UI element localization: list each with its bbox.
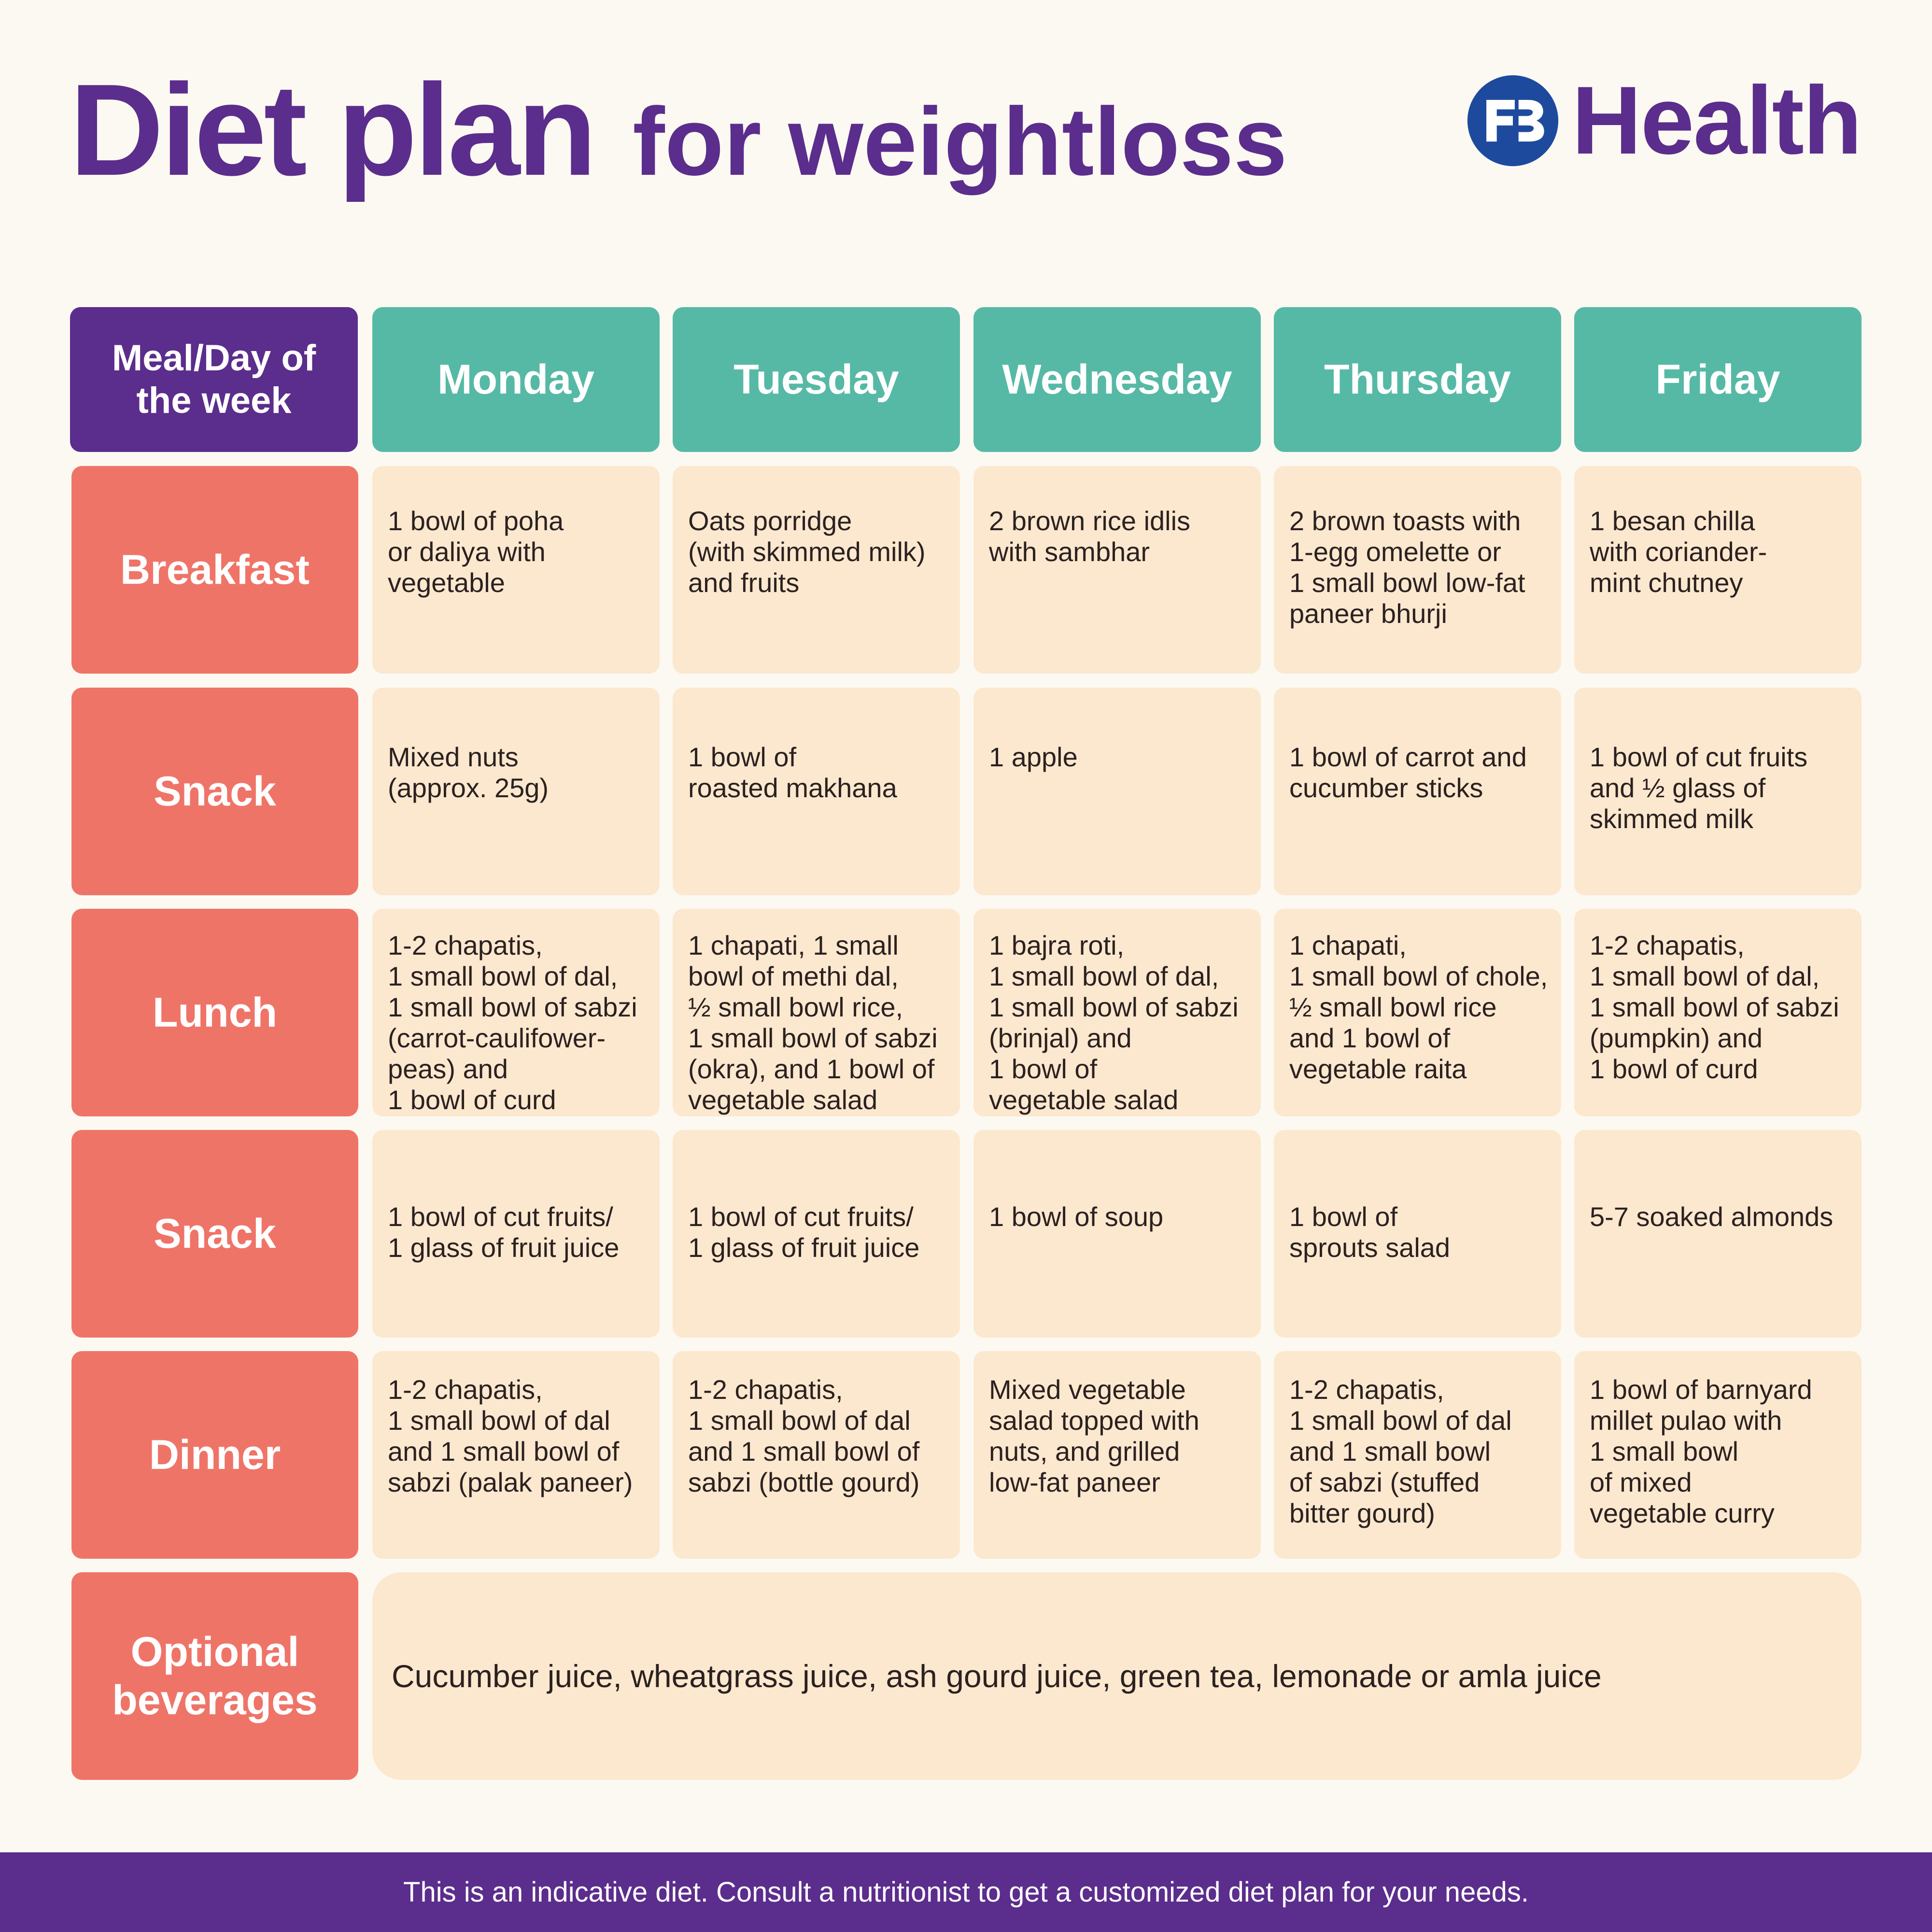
day-header-wednesday: Wednesday (973, 307, 1261, 452)
cell-breakfast-wednesday: 2 brown rice idlis with sambhar (973, 466, 1261, 674)
cell-snack2-tuesday: 1 bowl of cut fruits/ 1 glass of fruit j… (673, 1130, 960, 1338)
disclaimer-footer: This is an indicative diet. Consult a nu… (0, 1852, 1932, 1932)
cell-snack1-thursday: 1 bowl of carrot and cucumber sticks (1274, 688, 1561, 895)
meal-label-breakfast: Breakfast (71, 466, 358, 674)
cell-snack1-monday: Mixed nuts (approx. 25g) (372, 688, 660, 895)
cell-dinner-thursday: 1-2 chapatis, 1 small bowl of dal and 1 … (1274, 1351, 1561, 1559)
meal-label-snack-2: Snack (71, 1130, 358, 1338)
cell-snack2-wednesday: 1 bowl of soup (973, 1130, 1261, 1338)
cell-snack1-wednesday: 1 apple (973, 688, 1261, 895)
day-header-friday: Friday (1574, 307, 1861, 452)
corner-header: Meal/Day of the week (70, 307, 358, 452)
title-sub: for weightloss (633, 88, 1287, 196)
cell-snack1-tuesday: 1 bowl of roasted makhana (673, 688, 960, 895)
cell-lunch-friday: 1-2 chapatis, 1 small bowl of dal, 1 sma… (1574, 909, 1861, 1116)
page-title: Diet plan for weightloss (70, 58, 1287, 203)
cell-breakfast-friday: 1 besan chilla with coriander- mint chut… (1574, 466, 1861, 674)
day-header-tuesday: Tuesday (673, 307, 960, 452)
day-header-thursday: Thursday (1274, 307, 1561, 452)
cell-dinner-tuesday: 1-2 chapatis, 1 small bowl of dal and 1 … (673, 1351, 960, 1559)
cell-lunch-tuesday: 1 chapati, 1 small bowl of methi dal, ½ … (673, 909, 960, 1116)
cell-snack1-friday: 1 bowl of cut fruits and ½ glass of skim… (1574, 688, 1861, 895)
title-main: Diet plan (70, 57, 597, 203)
cell-lunch-thursday: 1 chapati, 1 small bowl of chole, ½ smal… (1274, 909, 1561, 1116)
brand: Health (1466, 67, 1862, 174)
meal-label-dinner: Dinner (71, 1351, 358, 1559)
meal-label-optional-beverages: Optional beverages (71, 1572, 358, 1780)
day-header-monday: Monday (372, 307, 660, 452)
optional-beverages-list: Cucumber juice, wheatgrass juice, ash go… (372, 1572, 1861, 1780)
meal-label-snack-1: Snack (71, 688, 358, 895)
cell-snack2-friday: 5-7 soaked almonds (1574, 1130, 1861, 1338)
cell-dinner-wednesday: Mixed vegetable salad topped with nuts, … (973, 1351, 1261, 1559)
bajaj-finserv-logo-icon (1467, 75, 1559, 167)
cell-dinner-monday: 1-2 chapatis, 1 small bowl of dal and 1 … (372, 1351, 660, 1559)
cell-lunch-monday: 1-2 chapatis, 1 small bowl of dal, 1 sma… (372, 909, 660, 1116)
cell-snack2-monday: 1 bowl of cut fruits/ 1 glass of fruit j… (372, 1130, 660, 1338)
cell-breakfast-tuesday: Oats porridge (with skimmed milk) and fr… (673, 466, 960, 674)
brand-name: Health (1572, 67, 1862, 174)
cell-breakfast-thursday: 2 brown toasts with 1-egg omelette or 1 … (1274, 466, 1561, 674)
cell-breakfast-monday: 1 bowl of poha or daliya with vegetable (372, 466, 660, 674)
cell-lunch-wednesday: 1 bajra roti, 1 small bowl of dal, 1 sma… (973, 909, 1261, 1116)
cell-snack2-thursday: 1 bowl of sprouts salad (1274, 1130, 1561, 1338)
cell-dinner-friday: 1 bowl of barnyard millet pulao with 1 s… (1574, 1351, 1861, 1559)
meal-label-lunch: Lunch (71, 909, 358, 1116)
